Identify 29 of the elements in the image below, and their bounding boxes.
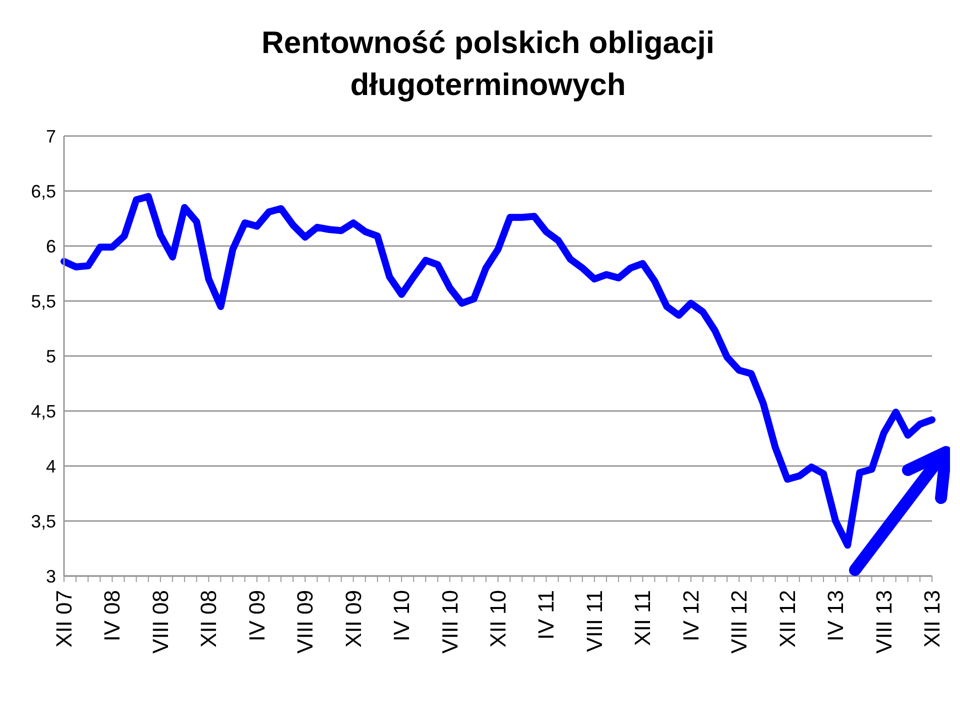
y-tick-label: 4 xyxy=(46,456,56,476)
x-tick-label: IV 11 xyxy=(534,590,559,640)
x-tick-label: IV 08 xyxy=(100,590,125,642)
x-tick-label: VIII 10 xyxy=(437,590,462,654)
x-tick-label: VIII 09 xyxy=(292,590,318,654)
x-tick-label: IV 13 xyxy=(823,590,848,642)
x-tick-label: IV 09 xyxy=(244,590,270,642)
y-tick-label: 4,5 xyxy=(30,401,56,422)
x-tick-label: XII 08 xyxy=(196,590,222,648)
x-tick-label: IV 12 xyxy=(678,590,704,642)
x-tick-label: VIII 13 xyxy=(871,590,896,654)
x-tick-label: XII 11 xyxy=(630,590,656,646)
x-tick-label: XII 09 xyxy=(340,590,366,648)
y-tick-label: 5,5 xyxy=(30,291,56,312)
y-tick-label: 3,5 xyxy=(30,511,56,532)
y-tick-label: 7 xyxy=(46,126,56,146)
x-tick-label: XII 12 xyxy=(774,590,800,648)
x-tick-label: VIII 11 xyxy=(582,590,607,652)
y-tick-label: 5 xyxy=(46,346,56,366)
chart-title: Rentowność polskich obligacji długoterminowych xyxy=(260,24,716,104)
y-tick-label: 3 xyxy=(46,566,56,586)
x-tick-label: VIII 12 xyxy=(726,590,752,654)
x-tick-label: XII 13 xyxy=(920,590,944,648)
x-tick-label: IV 10 xyxy=(389,590,414,642)
x-tick-label: VIII 08 xyxy=(148,590,173,654)
x-tick-label: XII 07 xyxy=(52,590,76,648)
x-tick-label: XII 10 xyxy=(486,590,510,648)
y-tick-label: 6 xyxy=(46,236,56,256)
y-tick-label: 6,5 xyxy=(30,181,56,202)
